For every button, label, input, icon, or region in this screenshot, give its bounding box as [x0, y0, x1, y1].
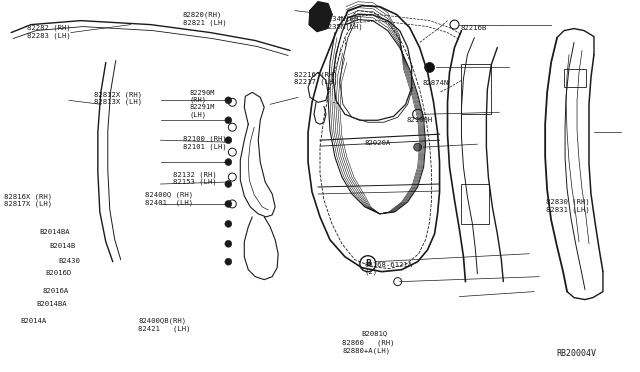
Text: 82400QB(RH)
82421   (LH): 82400QB(RH) 82421 (LH)	[138, 318, 191, 331]
Circle shape	[413, 143, 422, 151]
Text: 82860   (RH)
82880+A(LH): 82860 (RH) 82880+A(LH)	[342, 340, 395, 354]
Text: 82812X (RH)
82813X (LH): 82812X (RH) 82813X (LH)	[93, 92, 142, 106]
Text: B2430: B2430	[59, 258, 81, 264]
Text: RB20004V: RB20004V	[556, 349, 596, 358]
Bar	[461, 64, 492, 114]
Text: B2081Q: B2081Q	[362, 331, 388, 337]
Text: 82100H: 82100H	[406, 118, 433, 124]
Circle shape	[225, 180, 232, 187]
Text: 82216 (RH)
82217 (LH): 82216 (RH) 82217 (LH)	[294, 71, 339, 85]
Text: B: B	[365, 259, 371, 268]
Text: B2014BA: B2014BA	[40, 229, 70, 235]
Text: 82820(RH)
82821 (LH): 82820(RH) 82821 (LH)	[183, 12, 227, 26]
Text: 82874N: 82874N	[422, 80, 448, 86]
Text: 82016A: 82016A	[43, 288, 69, 294]
Text: B2016D: B2016D	[46, 270, 72, 276]
Text: 82816X (RH)
82817X (LH): 82816X (RH) 82817X (LH)	[4, 193, 52, 208]
Text: 82290M
(RH)
82291M
(LH): 82290M (RH) 82291M (LH)	[189, 90, 215, 118]
Text: 82020A: 82020A	[365, 140, 391, 146]
Text: 82830 (RH)
82831 (LH): 82830 (RH) 82831 (LH)	[547, 199, 590, 213]
Circle shape	[225, 97, 232, 104]
Text: B2014A: B2014A	[20, 318, 47, 324]
Polygon shape	[309, 2, 332, 32]
Text: 82132 (RH)
82153 (LH): 82132 (RH) 82153 (LH)	[173, 171, 217, 185]
Text: 82216B: 82216B	[460, 25, 486, 31]
Bar	[461, 184, 490, 224]
Circle shape	[225, 201, 232, 208]
Circle shape	[225, 117, 232, 124]
Circle shape	[424, 62, 435, 73]
Circle shape	[225, 220, 232, 227]
Circle shape	[225, 240, 232, 247]
Bar	[564, 70, 586, 87]
Text: 08168-6121A
(2): 08168-6121A (2)	[365, 262, 413, 276]
Text: 82400Q (RH)
82401  (LH): 82400Q (RH) 82401 (LH)	[145, 192, 193, 206]
Text: B2014BA: B2014BA	[36, 301, 67, 307]
Text: 82234N(RH)
82235N(LH): 82234N(RH) 82235N(LH)	[320, 16, 364, 29]
Circle shape	[225, 137, 232, 144]
Text: 82100 (RH)
82101 (LH): 82100 (RH) 82101 (LH)	[183, 136, 227, 150]
Circle shape	[225, 258, 232, 265]
Text: 82282 (RH)
82283 (LH): 82282 (RH) 82283 (LH)	[27, 25, 70, 39]
Circle shape	[225, 158, 232, 166]
Text: B2014B: B2014B	[49, 243, 76, 250]
